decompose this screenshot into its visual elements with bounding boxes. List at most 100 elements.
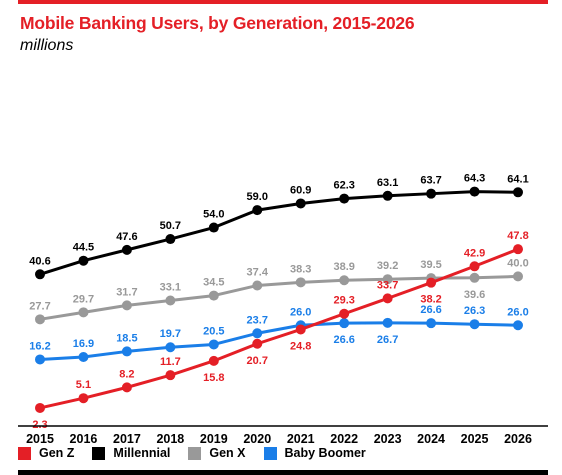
data-label-gen-z-2025: 42.9 [464, 247, 485, 259]
data-point-millennial-2025 [469, 186, 480, 197]
legend-label-gen-x: Gen X [209, 446, 246, 460]
legend-label-gen-z: Gen Z [39, 446, 75, 460]
data-point-baby-boomer-2023 [382, 317, 393, 328]
data-point-millennial-2023 [382, 190, 393, 201]
data-point-gen-x-2016 [78, 307, 89, 318]
footer-rule [18, 470, 548, 475]
data-point-millennial-2019 [208, 222, 219, 233]
data-label-gen-x-2023: 39.2 [377, 260, 398, 272]
data-label-millennial-2017: 47.6 [116, 231, 137, 243]
data-point-millennial-2018 [165, 234, 176, 245]
data-label-millennial-2024: 63.7 [420, 175, 441, 187]
data-label-millennial-2021: 60.9 [290, 184, 311, 196]
data-label-gen-z-2023: 33.7 [377, 279, 398, 291]
data-point-baby-boomer-2022 [339, 318, 350, 329]
data-point-gen-x-2020 [252, 280, 263, 291]
data-label-gen-x-2025: 39.6 [464, 289, 485, 301]
data-point-baby-boomer-2016 [78, 352, 89, 363]
x-tick-label-2020: 2020 [243, 432, 271, 446]
data-label-gen-z-2015: 2.3 [32, 419, 47, 431]
series-gen-z [35, 244, 523, 413]
data-label-baby-boomer-2026: 26.0 [507, 306, 528, 318]
data-point-baby-boomer-2026 [513, 320, 523, 331]
data-point-baby-boomer-2025 [469, 319, 480, 330]
x-tick-label-2021: 2021 [287, 432, 315, 446]
legend-swatch-gen-z [18, 446, 31, 460]
data-label-gen-x-2019: 34.5 [203, 277, 224, 289]
data-label-millennial-2026: 64.1 [507, 173, 528, 185]
data-point-millennial-2020 [252, 205, 263, 216]
data-point-gen-x-2018 [165, 295, 176, 306]
data-label-millennial-2025: 64.3 [464, 173, 485, 185]
legend-item-gen-x: Gen X [188, 446, 246, 460]
data-point-gen-x-2022 [339, 275, 350, 286]
series-line-gen-z [39, 247, 519, 410]
data-label-baby-boomer-2025: 26.3 [464, 305, 485, 317]
x-tick-label-2019: 2019 [200, 432, 228, 446]
legend-item-baby-boomer: Baby Boomer [263, 446, 366, 460]
legend-label-millennial: Millennial [113, 446, 171, 460]
x-tick-label-2018: 2018 [156, 432, 184, 446]
legend-label-baby-boomer: Baby Boomer [284, 446, 366, 460]
data-label-baby-boomer-2021: 26.0 [290, 306, 311, 318]
data-label-gen-z-2017: 8.2 [119, 368, 134, 380]
x-tick-label-2024: 2024 [417, 432, 445, 446]
legend-swatch-baby-boomer [263, 446, 277, 460]
data-point-gen-z-2020 [252, 338, 263, 349]
data-label-millennial-2023: 63.1 [377, 177, 398, 189]
data-point-baby-boomer-2019 [208, 339, 219, 350]
data-point-gen-z-2026 [513, 244, 523, 255]
chart-subtitle: millions [20, 37, 74, 54]
data-label-gen-z-2018: 11.7 [160, 356, 181, 368]
legend-swatch-gen-x [188, 446, 202, 460]
data-label-gen-z-2019: 15.8 [203, 372, 224, 384]
data-point-gen-x-2021 [295, 277, 306, 288]
data-label-millennial-2018: 50.7 [160, 220, 181, 232]
data-point-millennial-2015 [35, 269, 45, 280]
data-point-gen-z-2021 [295, 324, 306, 335]
data-point-baby-boomer-2018 [165, 342, 176, 353]
data-point-gen-z-2015 [35, 402, 45, 413]
legend-item-millennial: Millennial [92, 446, 170, 460]
data-point-gen-z-2016 [78, 393, 89, 404]
data-label-gen-x-2021: 38.3 [290, 263, 311, 275]
data-label-millennial-2015: 40.6 [29, 255, 50, 267]
data-point-gen-z-2019 [208, 355, 219, 366]
data-point-gen-z-2023 [382, 293, 393, 304]
data-label-baby-boomer-2023: 26.7 [377, 334, 398, 346]
data-point-baby-boomer-2017 [121, 346, 132, 357]
data-point-baby-boomer-2024 [426, 318, 437, 329]
data-label-gen-x-2020: 37.4 [247, 266, 269, 278]
legend-item-gen-z: Gen Z [18, 446, 74, 460]
data-label-gen-x-2026: 40.0 [507, 257, 528, 269]
data-point-gen-x-2015 [35, 314, 45, 325]
data-label-gen-z-2022: 29.3 [333, 295, 354, 307]
data-label-baby-boomer-2015: 16.2 [29, 340, 50, 352]
x-tick-label-2016: 2016 [70, 432, 98, 446]
x-tick-label-2023: 2023 [374, 432, 402, 446]
data-label-baby-boomer-2019: 20.5 [203, 325, 224, 337]
x-tick-label-2017: 2017 [113, 432, 141, 446]
data-label-gen-z-2021: 24.8 [290, 340, 311, 352]
data-point-gen-x-2017 [121, 300, 132, 311]
data-point-gen-x-2026 [513, 271, 523, 282]
series-line-baby-boomer [39, 321, 519, 361]
data-label-gen-x-2024: 39.5 [420, 259, 441, 271]
chart-legend: Gen Z Millennial Gen X Baby Boomer [18, 446, 384, 460]
data-point-millennial-2022 [339, 193, 350, 204]
data-label-millennial-2016: 44.5 [73, 242, 94, 254]
data-label-gen-x-2017: 31.7 [116, 286, 137, 298]
data-label-gen-z-2020: 20.7 [247, 355, 268, 367]
data-point-gen-z-2017 [121, 382, 132, 393]
data-point-baby-boomer-2015 [35, 354, 45, 365]
data-label-gen-x-2015: 27.7 [29, 300, 50, 312]
data-point-gen-z-2022 [339, 308, 350, 319]
chart-title: Mobile Banking Users, by Generation, 201… [20, 13, 415, 33]
data-point-gen-z-2025 [469, 261, 480, 272]
title-accent-rule [18, 0, 548, 4]
data-label-baby-boomer-2020: 23.7 [247, 314, 268, 326]
data-label-gen-z-2026: 47.8 [507, 230, 528, 242]
x-tick-label-2022: 2022 [330, 432, 358, 446]
data-label-baby-boomer-2018: 19.7 [160, 328, 181, 340]
